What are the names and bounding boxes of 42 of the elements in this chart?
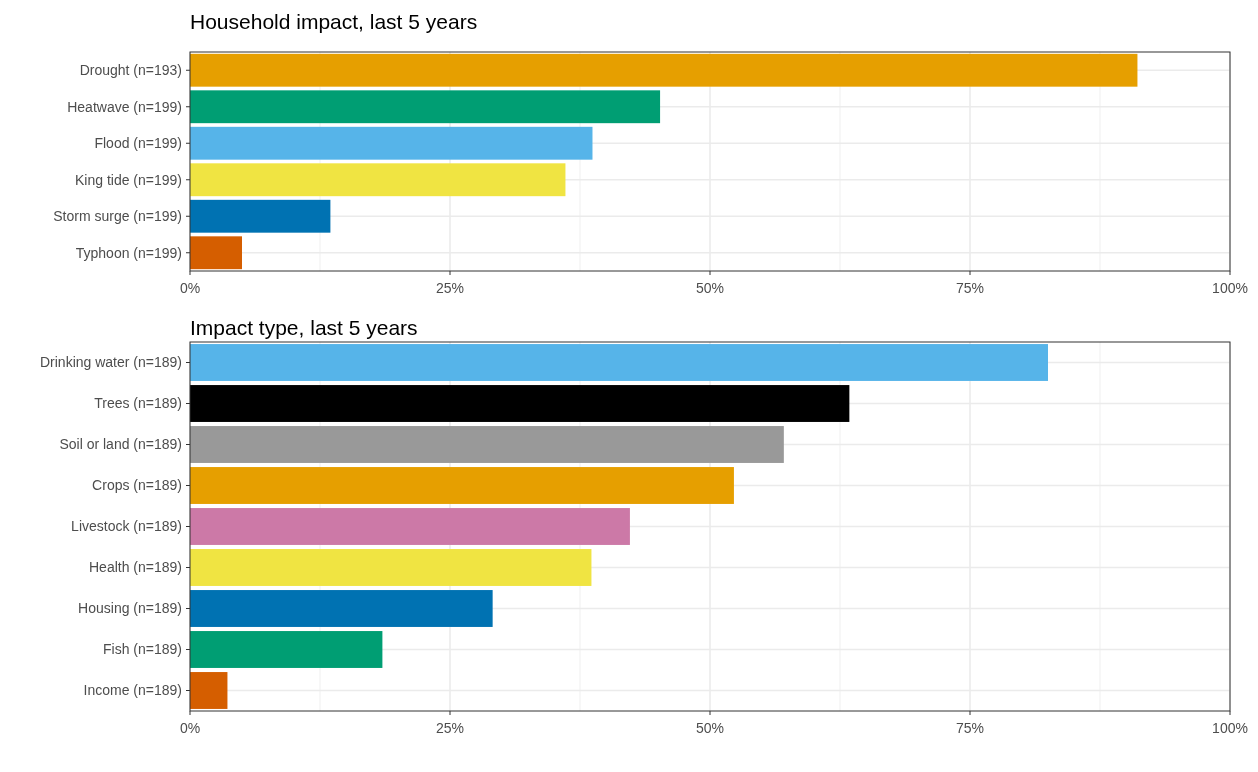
bar: [190, 467, 734, 504]
bar: [190, 590, 493, 627]
y-tick-label: Crops (n=189): [92, 477, 182, 494]
bar: [190, 199, 331, 233]
x-tick-label: 50%: [695, 280, 725, 296]
x-tick-label: 0%: [179, 280, 201, 296]
bar: [190, 344, 1048, 381]
x-tick-label: 0%: [179, 720, 201, 736]
x-tick-label: 100%: [1212, 720, 1248, 736]
y-tick-label: Income (n=189): [83, 682, 182, 699]
y-tick-label: Soil or land (n=189): [59, 436, 182, 453]
y-tick-label: Housing (n=189): [78, 600, 182, 617]
chart-title: Impact type, last 5 years: [190, 316, 418, 339]
y-tick-label: Drought (n=193): [79, 62, 182, 79]
bar: [190, 385, 850, 422]
bar: [190, 90, 661, 124]
bar: [190, 236, 242, 270]
y-tick-label: Heatwave (n=199): [67, 98, 182, 115]
bar: [190, 53, 1138, 87]
y-tick-label: Flood (n=199): [94, 135, 182, 152]
x-tick-label: 75%: [955, 720, 985, 736]
x-tick-label: 25%: [435, 280, 465, 296]
y-tick-label: Trees (n=189): [94, 395, 182, 412]
x-tick-label: 25%: [435, 720, 465, 736]
y-tick-label: Typhoon (n=199): [75, 244, 182, 261]
bar: [190, 631, 383, 668]
x-tick-label: 50%: [695, 720, 725, 736]
bar: [190, 549, 592, 586]
y-tick-label: King tide (n=199): [74, 171, 182, 188]
bar: [190, 426, 784, 463]
y-tick-label: Fish (n=189): [103, 641, 182, 658]
y-tick-label: Livestock (n=189): [71, 518, 182, 535]
bar: [190, 126, 593, 160]
chart-title: Household impact, last 5 years: [190, 10, 478, 33]
y-tick-label: Storm surge (n=199): [53, 208, 182, 225]
y-tick-label: Health (n=189): [88, 559, 182, 576]
bar: [190, 163, 566, 197]
bar: [190, 508, 630, 545]
x-tick-label: 100%: [1212, 280, 1248, 296]
bar: [190, 672, 228, 709]
y-tick-label: Drinking water (n=189): [39, 354, 182, 371]
x-tick-label: 75%: [955, 280, 985, 296]
